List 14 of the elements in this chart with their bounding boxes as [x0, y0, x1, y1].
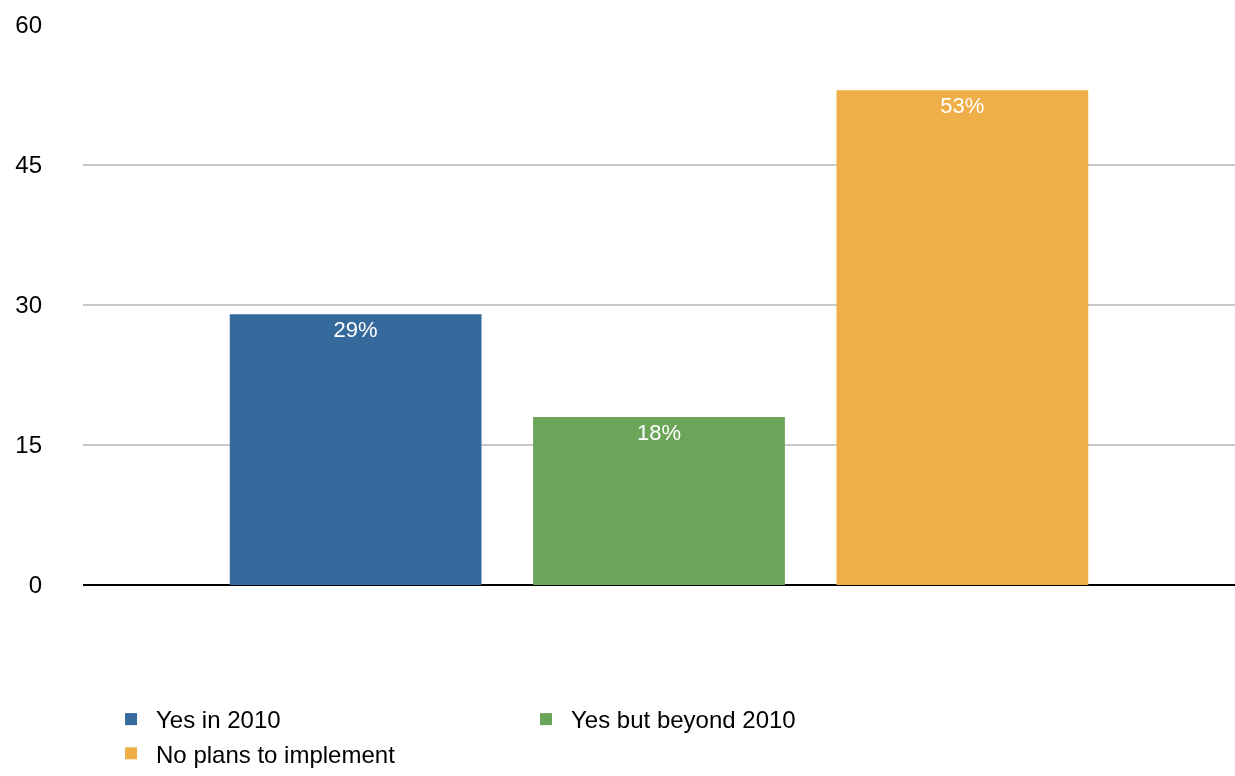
- bar: [836, 90, 1089, 585]
- data-label: 18%: [636, 420, 682, 445]
- data-label: 53%: [940, 93, 985, 119]
- y-tick-label: 45: [15, 151, 42, 179]
- y-tick-label: 30: [15, 291, 42, 319]
- bar: [533, 417, 785, 585]
- legend-label: No plans to implement: [156, 740, 396, 768]
- y-tick-label: 15: [15, 431, 42, 459]
- legend-label: Yes but beyond 2010: [571, 706, 796, 734]
- bar: [229, 314, 482, 585]
- data-label: 29%: [333, 317, 378, 343]
- y-tick-label: 60: [15, 11, 42, 39]
- legend-label: Yes in 2010: [156, 706, 281, 734]
- y-tick-label: 0: [28, 571, 42, 599]
